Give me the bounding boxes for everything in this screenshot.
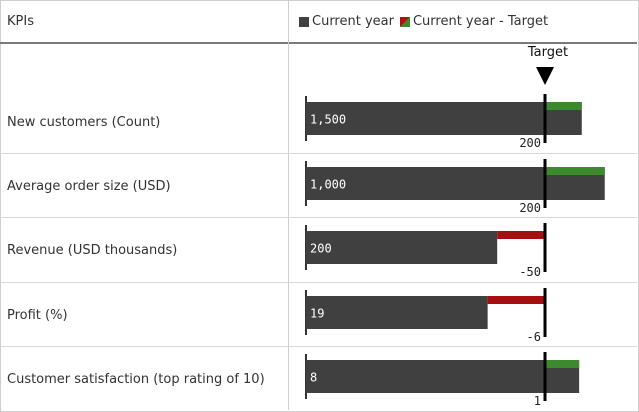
variance-value-label: 1 [534,394,541,408]
current-year-swatch [299,16,309,27]
target-line [543,223,547,272]
kpi-label-revenue: Revenue (USD thousands) [7,243,178,258]
current-year-bar [306,231,498,264]
column-divider [288,0,289,410]
kpi-label-customer-satisfaction: Customer satisfaction (top rating of 10) [7,372,265,387]
variance-value-label: -50 [519,265,541,279]
variance-bar [545,167,605,175]
header-row [0,0,637,44]
variance-value-label: 200 [519,136,541,150]
variance-bar [545,102,582,110]
variance-value-label: 200 [519,201,541,215]
legend: Current year Current year - Target [299,14,554,29]
variance-bar [487,296,545,304]
current-year-bar [306,296,488,329]
current-year-value-label: 8 [310,371,317,385]
target-line [543,94,547,143]
row-separator [0,153,637,154]
row-separator [0,346,637,347]
row-separator [0,217,637,218]
kpi-label-average-order-size: Average order size (USD) [7,179,171,194]
current-year-bar [306,102,582,135]
row-separator [0,282,637,283]
kpi-label-profit: Profit (%) [7,308,68,323]
target-label: Target [527,45,568,60]
current-year-value-label: 1,500 [310,113,346,127]
kpi-column-header: KPIs [7,14,34,29]
target-line [543,159,547,208]
target-line [543,352,547,401]
kpi-label-new-customers: New customers (Count) [7,115,161,130]
current-year-value-label: 1,000 [310,178,346,192]
current-year-value-label: 19 [310,307,324,321]
target-line [543,288,547,337]
variance-value-label: -6 [527,330,541,344]
legend-current-year: Current year [312,14,394,29]
current-year-bar [306,360,580,393]
target-marker-icon [536,67,554,85]
current-year-value-label: 200 [310,242,332,256]
variance-bar [545,360,580,368]
legend-variance: Current year - Target [412,14,549,29]
variance-bar [497,231,545,239]
variance-swatch [399,16,410,27]
